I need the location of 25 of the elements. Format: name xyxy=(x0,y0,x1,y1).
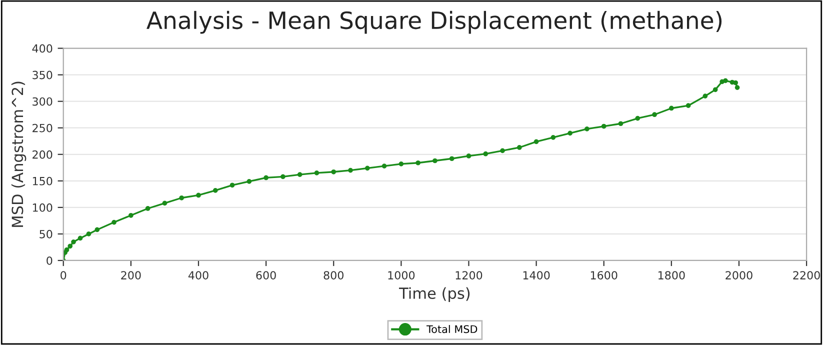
chart-title: Analysis - Mean Square Displacement (methane) xyxy=(146,10,722,34)
x-tick-label: 400 xyxy=(188,271,208,280)
y-tick-label: 100 xyxy=(32,203,52,212)
y-tick-label: 50 xyxy=(40,230,52,238)
y-tick-label: 0 xyxy=(46,256,52,265)
x-tick-label: 1200 xyxy=(456,271,482,280)
legend-label: Total MSD xyxy=(426,325,478,334)
x-tick-label: 1800 xyxy=(658,271,685,280)
x-tick-label: 0 xyxy=(60,271,66,280)
x-tick-label: 2000 xyxy=(726,271,752,280)
y-tick-label: 400 xyxy=(32,44,52,53)
y-tick-label: 150 xyxy=(32,176,52,186)
y-axis-title: MSD (Angstrom^2) xyxy=(11,82,26,227)
x-tick-label: 2200 xyxy=(793,271,820,280)
y-tick-label: 250 xyxy=(32,124,52,132)
x-tick-label: 600 xyxy=(256,271,276,280)
y-tick-label: 200 xyxy=(32,150,52,159)
x-tick-label: 1400 xyxy=(523,271,550,280)
x-axis-title: Time (ps) xyxy=(399,287,470,302)
y-tick-label: 300 xyxy=(32,97,52,106)
x-tick-label: 200 xyxy=(121,271,141,280)
x-tick-label: 800 xyxy=(324,271,344,280)
x-tick-label: 1000 xyxy=(388,271,415,280)
y-tick-label: 350 xyxy=(32,70,52,80)
x-tick-label: 1600 xyxy=(590,271,618,280)
